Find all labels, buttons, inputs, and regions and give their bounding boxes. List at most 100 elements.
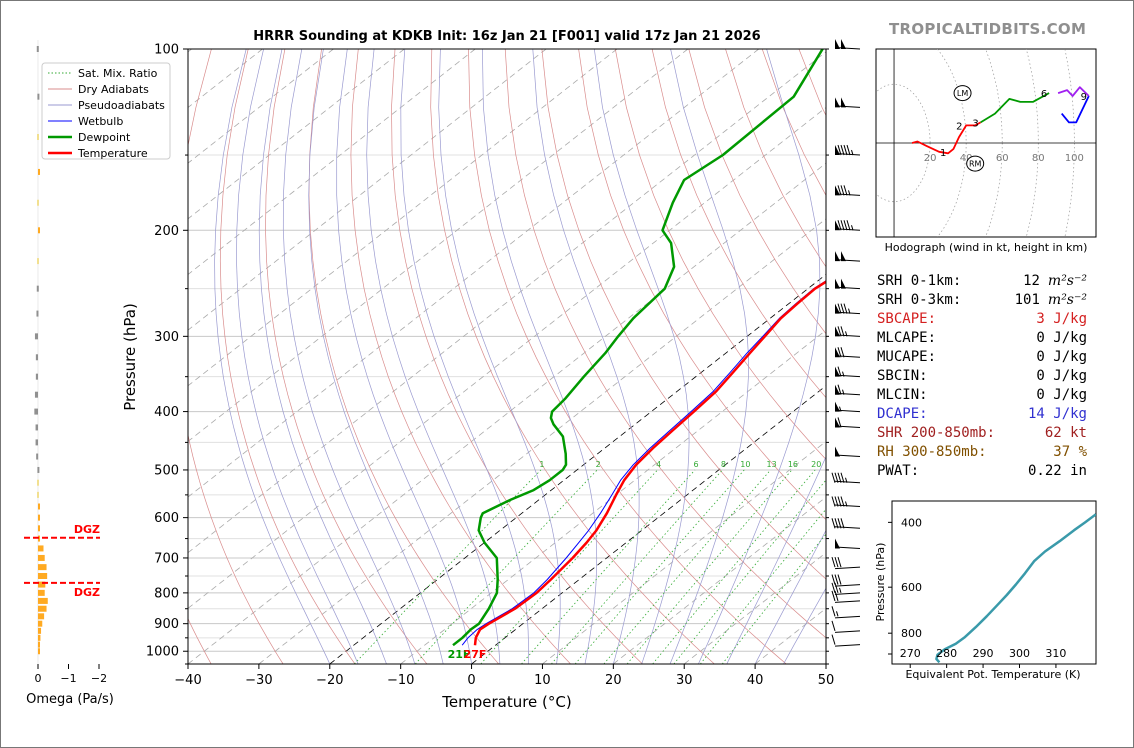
theta-e-y-label: Pressure (hPa): [874, 543, 887, 622]
wind-barb: [834, 97, 861, 108]
dewpoint-profile: [452, 49, 824, 647]
param-value: 14 J/kg: [1028, 405, 1087, 424]
legend-entry: Wetbulb: [78, 115, 123, 128]
barb-feather: [837, 472, 842, 483]
param-number: 0.22 in: [1027, 463, 1087, 479]
mixing-ratio-line: [354, 469, 542, 664]
param-row-mlcin: MLCIN: 0 J/kg: [877, 386, 1087, 405]
pseudoadiabat-line: [726, 455, 826, 664]
omega-bar: [38, 525, 40, 532]
mixing-ratio-label: 16: [788, 460, 798, 469]
legend-entry: Pseudoadiabats: [78, 99, 165, 112]
omega-bars: 0 −1 −2 DGZ DGZ: [24, 40, 107, 685]
barb-staff: [834, 584, 861, 587]
barb-flag: [835, 401, 840, 412]
hodograph-plot: 20 40 60 80 100 1 2 3 6 9 LM RM: [876, 49, 1096, 237]
dry-adiabat-line: [468, 49, 787, 664]
param-number: 0 J/kg: [1036, 349, 1087, 365]
wind-barb: [834, 220, 861, 231]
omega-bar: [38, 597, 48, 604]
hodograph-height-label: 6: [1041, 89, 1047, 100]
y-tick-label: 100: [154, 43, 179, 58]
dry-adiabat-line: [188, 49, 284, 664]
barb-feather: [834, 556, 839, 568]
dgz-label: DGZ: [74, 586, 100, 599]
barb-feather: [837, 326, 842, 337]
barb-flag: [835, 347, 840, 358]
mixing-ratio-line: [550, 469, 723, 664]
omega-bar: [36, 46, 39, 52]
wind-barb: [831, 518, 861, 529]
hodograph-panel: 20 40 60 80 100 1 2 3 6 9 LM RM Hodograph (wind in …: [875, 48, 1097, 254]
mixing-ratio-line: [414, 469, 598, 664]
barb-feather: [840, 220, 845, 231]
skewt-legend: Sat. Mix. Ratio Dry Adiabats Pseudoadiabat…: [41, 62, 171, 160]
dry-adiabat-line: [651, 49, 826, 399]
barb-feather: [834, 582, 839, 594]
wind-barb: [834, 417, 861, 428]
omega-bar: [38, 168, 40, 175]
wind-barb: [834, 384, 861, 396]
storm-motion-marker: [953, 85, 972, 102]
param-row-sbcin: SBCIN: 0 J/kg: [877, 367, 1087, 386]
param-row-mlcape: MLCAPE: 0 J/kg: [877, 329, 1087, 348]
skewt-panel: 1 2 4 6 8 10 13 16 20 24 30 36 −40 −30 −20 −10 0 10 20 30 4…: [41, 29, 865, 711]
omega-bar: [36, 285, 39, 292]
pseudoadiabat-line: [236, 49, 359, 664]
skewt-profiles: [452, 49, 826, 647]
barb-flag: [835, 145, 840, 156]
x-tick-label: −40: [174, 673, 201, 688]
omega-bar: [34, 333, 38, 340]
theta-e-x-tick-label: 280: [936, 647, 957, 660]
barb-feather: [837, 496, 842, 507]
barb-half-feather: [845, 331, 848, 337]
param-row-srh03: SRH 0-3km: 101 m²s⁻²: [877, 291, 1087, 310]
param-number: 37 %: [1053, 444, 1087, 460]
legend-box: [41, 62, 171, 160]
omega-bar: [38, 227, 40, 234]
x-tick-label: 20: [605, 673, 622, 688]
barb-half-feather: [842, 389, 845, 395]
mixing-ratio-label: 6: [693, 460, 698, 469]
barb-flag: [835, 39, 840, 49]
param-number: 3 J/kg: [1036, 311, 1087, 327]
omega-bar: [38, 581, 46, 588]
barb-flag: [841, 39, 846, 49]
omega-bar: [38, 503, 40, 510]
barb-half-feather: [836, 611, 839, 617]
hodograph-trace: [1061, 95, 1090, 124]
param-number: 62 kt: [1044, 425, 1087, 441]
isotherm-line: [188, 49, 760, 498]
omega-bar: [38, 605, 47, 612]
dry-adiabat-line: [219, 49, 356, 664]
dry-adiabat-line: [688, 49, 826, 335]
omega-axis-label: Omega (Pa/s): [26, 692, 114, 707]
hodograph-ring-label: 100: [1065, 153, 1084, 164]
mixing-ratio-label: 13: [767, 460, 777, 469]
param-row-rh: RH 300-850mb: 37 %: [877, 443, 1087, 462]
wind-barb: [831, 574, 861, 587]
pseudoadiabat-line: [258, 49, 387, 664]
barb-flag: [835, 97, 840, 108]
isotherm-line: [258, 218, 826, 664]
skewt-background-lines: 1 2 4 6 8 10 13 16 20 24 30 36: [188, 49, 865, 664]
barb-staff: [834, 526, 861, 529]
theta-e-x-tick-label: 310: [1045, 647, 1066, 660]
theta-e-x-tick-label: 300: [1009, 647, 1030, 660]
omega-bar: [35, 354, 38, 361]
hodograph-title: Hodograph (wind in kt, height in km): [885, 241, 1088, 254]
mixing-ratio-label: 1: [539, 460, 544, 469]
y-tick-label: 700: [154, 551, 179, 566]
barb-feather: [837, 366, 842, 377]
mixing-ratio-line: [652, 469, 816, 664]
dry-adiabat-line: [614, 49, 826, 460]
omega-bar: [35, 439, 38, 446]
param-value: 0 J/kg: [1036, 348, 1087, 367]
dgz-label: DGZ: [74, 523, 100, 536]
theta-e-x-label: Equivalent Pot. Temperature (K): [905, 668, 1080, 681]
wind-barbs: [831, 39, 861, 647]
mixing-ratio-label: 30: [855, 460, 865, 469]
barb-staff: [834, 480, 861, 484]
param-number: 0 J/kg: [1036, 387, 1087, 403]
barb-feather: [837, 144, 842, 156]
